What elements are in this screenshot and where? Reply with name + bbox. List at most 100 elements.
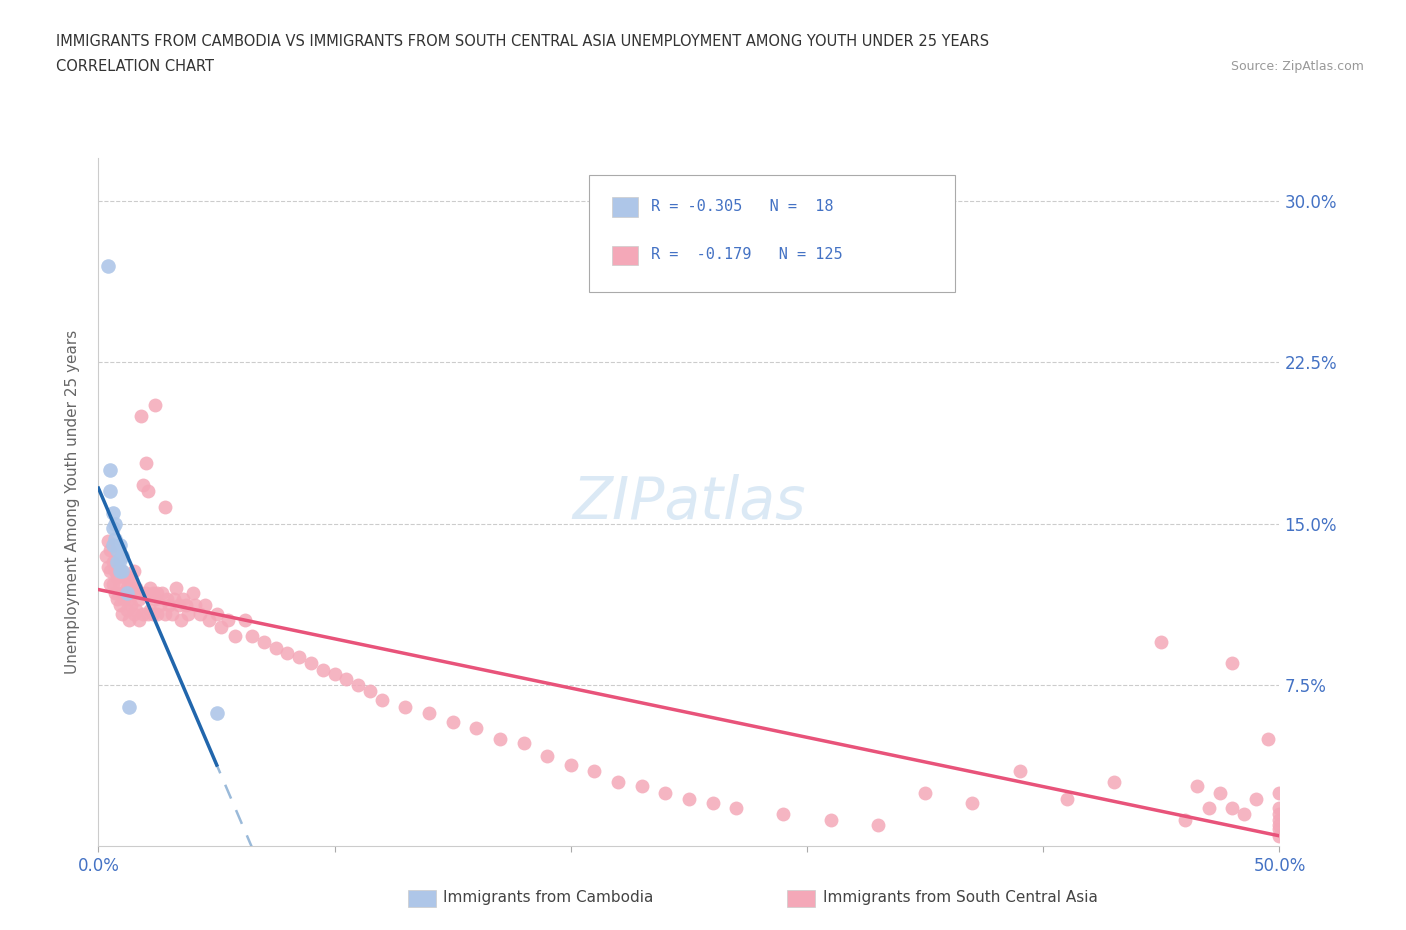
Point [465,721,488,736]
Point [146,585,169,600]
Point [217,613,239,628]
Point [118,613,141,628]
Point [98,577,121,591]
Point [111,564,134,578]
Point [160,606,183,621]
Point [108,538,131,552]
Point [224,628,246,643]
Point [181,585,204,600]
Text: Immigrants from South Central Asia: Immigrants from South Central Asia [823,890,1098,905]
Point [101,577,124,591]
Point [288,650,311,665]
Point [98,462,121,477]
Point [233,613,256,628]
Point [150,585,173,600]
Point [111,606,134,621]
Point [135,456,157,471]
Point [97,259,120,273]
Point [105,591,128,606]
Point [157,598,180,613]
Point [188,606,211,621]
Point [108,564,131,578]
Point [97,559,120,574]
Point [371,693,394,708]
Point [111,564,134,578]
Point [112,570,135,585]
Point [198,613,221,628]
Point [276,645,298,660]
Text: Immigrants from Cambodia: Immigrants from Cambodia [443,890,654,905]
Point [105,542,128,557]
Point [1102,775,1125,790]
Point [299,656,322,671]
Point [1174,813,1197,828]
Point [170,613,193,628]
Point [104,564,127,578]
Point [139,603,162,618]
Text: R = -0.305   N =  18: R = -0.305 N = 18 [651,199,834,214]
Point [359,684,381,699]
Point [1209,785,1232,800]
Point [1150,634,1173,649]
Text: R =  -0.179   N = 125: R = -0.179 N = 125 [651,247,842,262]
Point [122,606,145,621]
Point [132,606,155,621]
Bar [612,246,638,265]
Point [394,699,416,714]
Point [108,552,131,567]
Point [98,564,121,578]
Point [153,499,176,514]
Point [104,585,127,600]
Point [630,778,652,793]
Point [156,591,179,606]
Point [153,606,176,621]
Point [1268,806,1291,821]
Point [962,796,984,811]
Point [129,409,152,424]
Point [136,606,159,621]
FancyBboxPatch shape [589,176,955,292]
Point [1268,800,1291,815]
Point [163,591,186,606]
Point [135,585,157,600]
Point [1268,785,1291,800]
Point [312,662,335,677]
Point [772,806,794,821]
Point [560,757,582,772]
Point [323,667,346,682]
Point [142,585,165,600]
Point [1056,791,1078,806]
Point [725,800,748,815]
Point [678,791,700,806]
Point [167,598,190,613]
Point [118,591,141,606]
Point [165,580,187,596]
Point [914,785,936,800]
Text: CORRELATION CHART: CORRELATION CHART [56,60,214,74]
Point [1268,813,1291,828]
Point [111,549,134,564]
Point [194,598,217,613]
Point [1220,800,1243,815]
Point [209,619,232,634]
Point [128,591,150,606]
Point [866,817,889,832]
Point [115,585,138,600]
Point [1268,828,1291,843]
Point [125,603,148,618]
Point [122,564,145,578]
Point [94,549,117,564]
Point [128,613,150,628]
Point [335,671,357,686]
Point [583,764,606,778]
Point [1220,656,1243,671]
Point [118,570,141,585]
Point [105,555,128,570]
Point [1244,791,1267,806]
Point [184,598,207,613]
Point [1268,817,1291,832]
Point [101,521,124,536]
Point [820,813,842,828]
Point [1198,800,1220,815]
Text: Source: ZipAtlas.com: Source: ZipAtlas.com [1230,60,1364,73]
